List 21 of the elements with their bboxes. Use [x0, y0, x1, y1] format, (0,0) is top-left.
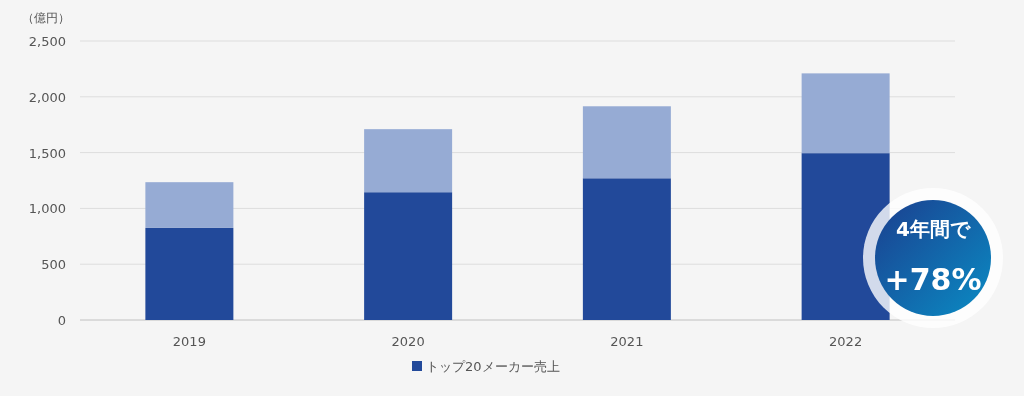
bar [582, 178, 671, 320]
y-tick-label: 1,000 [28, 201, 66, 217]
x-tick-label: 2022 [829, 334, 863, 349]
y-tick-label: 0 [57, 313, 66, 328]
y-tick-label: 2,500 [28, 34, 66, 49]
y-tick-label: 2,000 [28, 89, 66, 105]
bar [582, 106, 671, 179]
legend-label: トップ20メーカー売上 [426, 359, 560, 374]
bar [364, 129, 453, 193]
y-tick-label: 1,500 [28, 145, 66, 161]
bar [364, 192, 453, 320]
x-tick-label: 2020 [391, 334, 425, 349]
annotation: +78% [884, 262, 982, 297]
y-axis-title: （億円） [22, 11, 70, 25]
x-tick-label: 2021 [610, 334, 644, 349]
bar [145, 182, 234, 228]
bar [145, 227, 234, 320]
x-tick-label: 2019 [172, 334, 206, 349]
annotation: 4年間で [896, 217, 971, 241]
bar [801, 73, 890, 154]
y-tick-label: 500 [41, 257, 66, 273]
